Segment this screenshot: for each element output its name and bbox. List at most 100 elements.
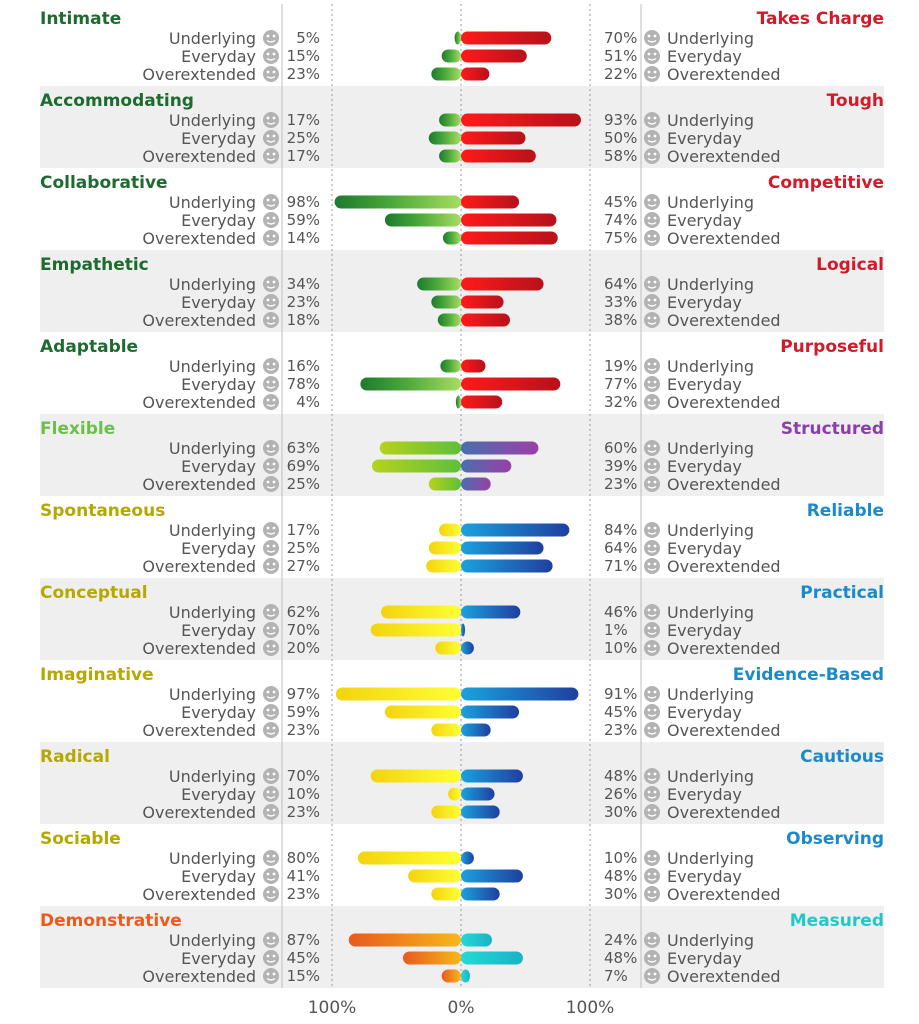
face-mouth — [266, 695, 276, 699]
face-eye — [272, 280, 276, 284]
left-value-label: 80% — [287, 849, 320, 867]
right-level-label: Underlying — [667, 685, 754, 704]
left-bar — [428, 541, 461, 555]
face-mouth — [647, 695, 657, 699]
face-mouth — [647, 203, 657, 207]
face-eye — [647, 690, 651, 694]
face-mouth — [647, 303, 657, 307]
right-value-label: 26% — [604, 785, 637, 803]
trait-pair: Radical Cautious Underlying 70% 48% Underlyin… — [40, 747, 884, 822]
face-eye — [266, 872, 270, 876]
face-circle — [644, 850, 660, 866]
face-eye — [653, 890, 657, 894]
left-level-label: Everyday — [181, 457, 256, 476]
left-level-label: Everyday — [181, 703, 256, 722]
face-mouth — [266, 39, 276, 43]
face-circle — [263, 868, 279, 884]
right-bar — [461, 769, 523, 783]
face-mouth — [647, 157, 657, 161]
face-mouth — [647, 385, 657, 389]
face-eye — [266, 398, 270, 402]
left-bar — [357, 851, 461, 865]
right-value-label: 71% — [604, 557, 637, 575]
face-eye — [653, 726, 657, 730]
right-value-label: 24% — [604, 931, 637, 949]
right-value-label: 23% — [604, 475, 637, 493]
face-mouth — [266, 877, 276, 881]
left-bar — [408, 869, 461, 883]
trait-pair: Collaborative Competitive Underlying 98% 45%… — [40, 173, 884, 248]
left-bar — [417, 277, 461, 291]
face-icon — [263, 294, 279, 310]
left-bar — [384, 705, 461, 719]
right-trait-title: Competitive — [768, 173, 884, 193]
face-circle — [263, 950, 279, 966]
right-value-label: 30% — [604, 885, 637, 903]
face-mouth — [266, 121, 276, 125]
left-value-label: 5% — [296, 29, 320, 47]
right-bar — [461, 67, 490, 81]
face-eye — [266, 316, 270, 320]
face-mouth — [266, 57, 276, 61]
right-level-label: Overextended — [667, 147, 781, 166]
face-mouth — [266, 567, 276, 571]
face-circle — [644, 786, 660, 802]
face-eye — [266, 462, 270, 466]
right-value-label: 75% — [604, 229, 637, 247]
right-bar — [461, 687, 579, 701]
left-value-label: 63% — [287, 439, 320, 457]
face-circle — [644, 30, 660, 46]
left-value-label: 23% — [287, 803, 320, 821]
face-eye — [647, 890, 651, 894]
face-eye — [647, 444, 651, 448]
face-circle — [644, 968, 660, 984]
right-bar — [461, 969, 471, 983]
face-icon — [263, 376, 279, 392]
face-mouth — [266, 285, 276, 289]
left-level-label: Underlying — [169, 275, 256, 294]
face-mouth — [647, 449, 657, 453]
face-eye — [647, 198, 651, 202]
right-value-label: 10% — [604, 639, 637, 657]
left-bar — [348, 933, 461, 947]
face-mouth — [266, 403, 276, 407]
right-trait-title: Logical — [816, 255, 884, 275]
right-bar — [461, 195, 520, 209]
face-eye — [272, 316, 276, 320]
face-mouth — [647, 221, 657, 225]
face-mouth — [647, 121, 657, 125]
right-value-label: 32% — [604, 393, 637, 411]
face-eye — [272, 462, 276, 466]
face-circle — [644, 112, 660, 128]
face-eye — [647, 608, 651, 612]
face-eye — [653, 608, 657, 612]
right-level-label: Underlying — [667, 193, 754, 212]
left-level-label: Underlying — [169, 603, 256, 622]
face-mouth — [266, 895, 276, 899]
face-circle — [644, 312, 660, 328]
left-bar — [381, 605, 461, 619]
face-mouth — [647, 959, 657, 963]
face-eye — [272, 234, 276, 238]
face-mouth — [647, 531, 657, 535]
face-icon — [263, 540, 279, 556]
axis-tick-label: 100% — [308, 998, 357, 1018]
face-circle — [263, 686, 279, 702]
face-mouth — [266, 777, 276, 781]
face-eye — [272, 198, 276, 202]
right-value-label: 50% — [604, 129, 637, 147]
right-level-label: Overextended — [667, 65, 781, 84]
face-eye — [266, 70, 270, 74]
left-bar — [360, 377, 461, 391]
face-icon — [263, 886, 279, 902]
face-circle — [263, 130, 279, 146]
face-eye — [266, 608, 270, 612]
left-value-label: 59% — [287, 703, 320, 721]
face-eye — [266, 726, 270, 730]
right-trait-title: Cautious — [800, 747, 884, 767]
face-eye — [272, 562, 276, 566]
face-eye — [647, 316, 651, 320]
right-level-label: Underlying — [667, 521, 754, 540]
right-level-label: Underlying — [667, 603, 754, 622]
left-bar — [370, 769, 461, 783]
